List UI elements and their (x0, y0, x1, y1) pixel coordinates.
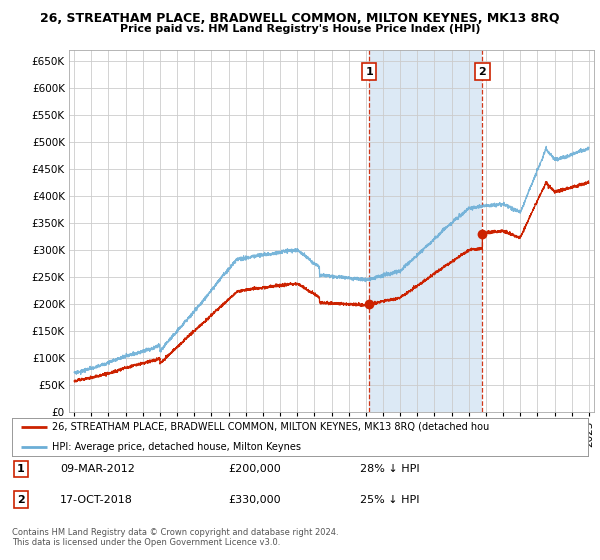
Bar (369, 50, 482, 412)
Text: Contains HM Land Registry data © Crown copyright and database right 2024.
This d: Contains HM Land Registry data © Crown c… (12, 528, 338, 547)
Text: 17-OCT-2018: 17-OCT-2018 (60, 494, 133, 505)
Text: 1: 1 (365, 67, 373, 77)
Text: 2: 2 (17, 494, 25, 505)
Text: 28% ↓ HPI: 28% ↓ HPI (360, 464, 419, 474)
Text: 26, STREATHAM PLACE, BRADWELL COMMON, MILTON KEYNES, MK13 8RQ (detached hou: 26, STREATHAM PLACE, BRADWELL COMMON, MI… (52, 422, 490, 432)
Point (478, 229, 487, 238)
Point (364, 299, 374, 308)
Text: Price paid vs. HM Land Registry's House Price Index (HPI): Price paid vs. HM Land Registry's House … (120, 24, 480, 34)
Text: 2: 2 (478, 67, 486, 77)
Text: £330,000: £330,000 (228, 494, 281, 505)
Text: 25% ↓ HPI: 25% ↓ HPI (360, 494, 419, 505)
Text: £200,000: £200,000 (228, 464, 281, 474)
Text: 09-MAR-2012: 09-MAR-2012 (60, 464, 135, 474)
Text: HPI: Average price, detached house, Milton Keynes: HPI: Average price, detached house, Milt… (52, 442, 301, 452)
Text: 1: 1 (17, 464, 25, 474)
Text: 26, STREATHAM PLACE, BRADWELL COMMON, MILTON KEYNES, MK13 8RQ: 26, STREATHAM PLACE, BRADWELL COMMON, MI… (40, 12, 560, 25)
